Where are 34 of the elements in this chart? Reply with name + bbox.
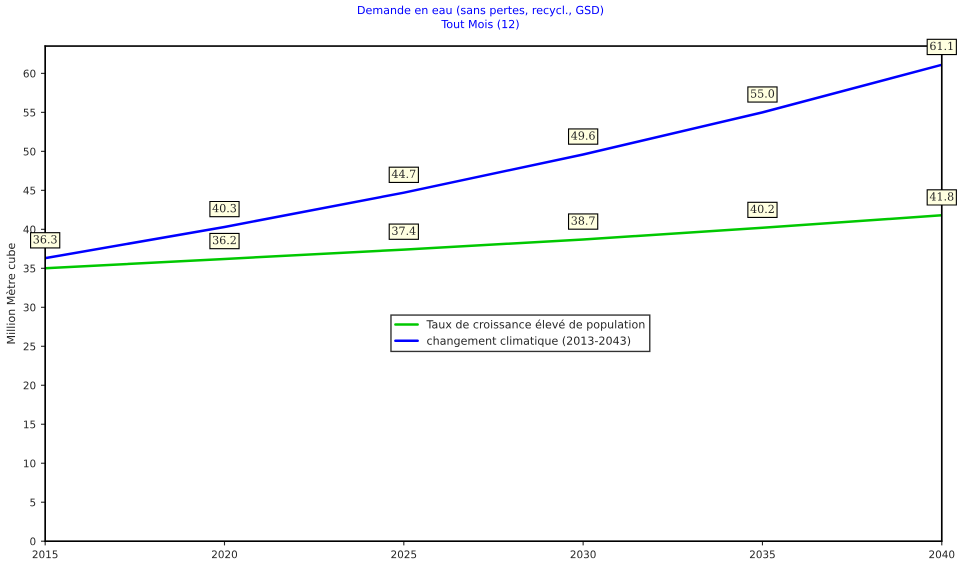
- y-tick-label: 45: [23, 186, 36, 194]
- data-label: 55.0: [751, 89, 774, 98]
- x-tick-label: 2025: [391, 550, 416, 558]
- data-label: 49.6: [571, 131, 595, 140]
- x-tick-label: 2020: [212, 550, 238, 558]
- x-tick-label: 2015: [32, 550, 58, 558]
- y-tick-label: 55: [24, 108, 36, 116]
- data-label: 38.7: [572, 216, 595, 225]
- data-label: 37.4: [392, 226, 416, 235]
- y-tick-label: 35: [24, 264, 36, 272]
- data-label: 36.3: [34, 235, 57, 244]
- y-tick-label: 50: [24, 148, 36, 156]
- x-tick-label: 2040: [929, 550, 954, 558]
- y-tick-label: 20: [24, 381, 36, 390]
- y-tick-label: 0: [30, 537, 36, 546]
- y-axis-title: Million Mètre cube: [6, 243, 16, 344]
- x-tick-label: 2035: [750, 550, 775, 558]
- chart-subtitle: Tout Mois (12): [441, 20, 519, 30]
- data-label: 36.2: [212, 236, 236, 244]
- y-tick-label: 30: [24, 304, 36, 312]
- x-tick-label: 2030: [570, 550, 596, 558]
- y-tick-label: 25: [24, 342, 36, 350]
- y-tick-label: 60: [24, 70, 36, 78]
- y-tick-label: 15: [24, 420, 36, 428]
- data-label: 40.2: [750, 204, 774, 214]
- data-label: 61.1: [930, 42, 953, 50]
- y-tick-label: 5: [30, 498, 36, 506]
- legend-label: changement climatique (2013-2043): [427, 336, 630, 348]
- y-tick-label: 10: [24, 459, 36, 468]
- legend-label: Taux de croissance élevé de population: [426, 320, 644, 331]
- data-label: 41.8: [930, 192, 954, 201]
- chart-title: Demande en eau (sans pertes, recycl., GSD): [358, 6, 604, 16]
- data-label: 40.3: [212, 204, 236, 212]
- data-label: 44.7: [392, 170, 416, 178]
